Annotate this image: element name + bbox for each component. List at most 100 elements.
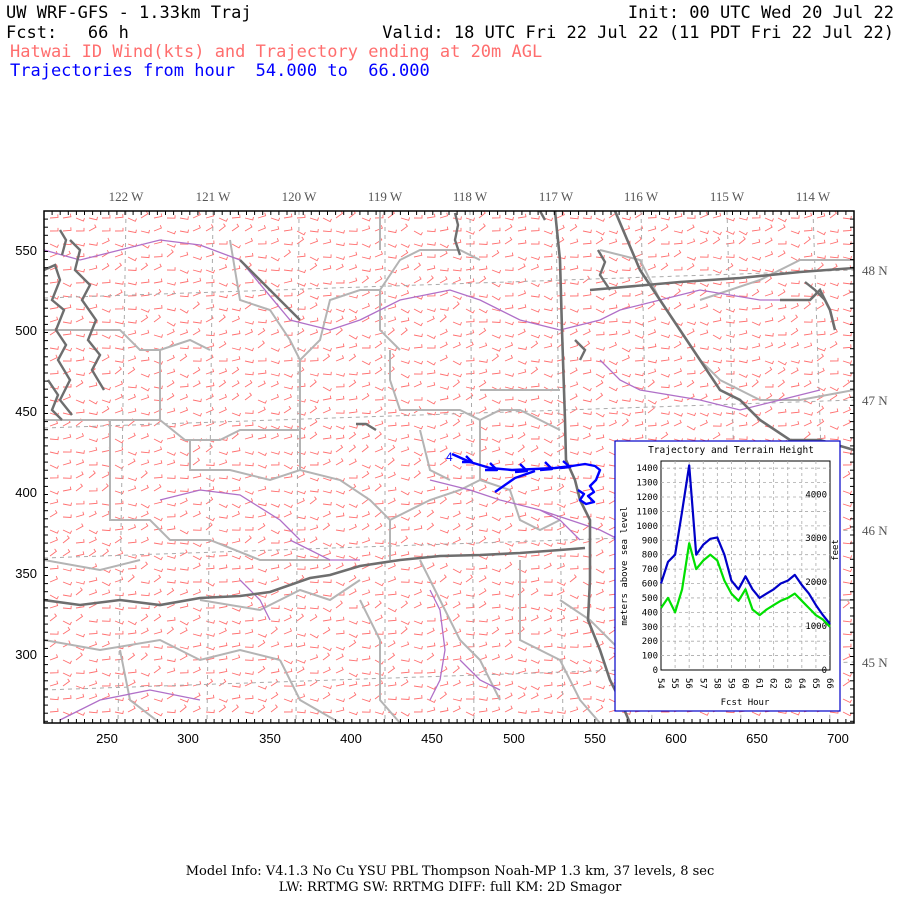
wind-barb bbox=[608, 360, 618, 366]
wind-barb bbox=[374, 386, 385, 391]
wind-barb bbox=[491, 334, 502, 339]
wind-barb bbox=[842, 540, 852, 545]
wind-barb bbox=[140, 329, 150, 336]
wind-barb bbox=[257, 240, 267, 245]
wind-barb bbox=[270, 668, 280, 674]
wind-barb bbox=[361, 523, 370, 531]
wind-barb bbox=[504, 281, 514, 285]
wind-barb bbox=[101, 433, 111, 440]
wind-barb bbox=[842, 490, 852, 495]
wind-barb bbox=[491, 568, 501, 573]
wind-barb bbox=[309, 488, 319, 493]
wind-barb bbox=[465, 278, 475, 284]
wind-barb bbox=[582, 357, 592, 362]
wind-barb bbox=[439, 542, 449, 546]
wind-barb bbox=[660, 345, 670, 350]
wind-barb bbox=[595, 373, 605, 379]
wind-barb bbox=[218, 358, 228, 362]
wind-barb bbox=[400, 462, 410, 467]
wind-barb bbox=[62, 502, 72, 507]
x-tick-label: 300 bbox=[177, 731, 199, 746]
wind-barb bbox=[205, 382, 215, 388]
wind-barb bbox=[179, 475, 189, 480]
wind-barb bbox=[179, 251, 189, 258]
wind-barb bbox=[764, 224, 773, 232]
wind-barb bbox=[491, 438, 501, 443]
wind-barb bbox=[140, 243, 150, 249]
wind-barb bbox=[218, 256, 228, 261]
wind-barb bbox=[400, 373, 410, 379]
wind-barb bbox=[140, 470, 148, 479]
wind-barb bbox=[426, 594, 437, 598]
wind-barb bbox=[231, 330, 241, 336]
wind-barb bbox=[582, 451, 592, 456]
wind-barb bbox=[517, 368, 527, 375]
wind-barb bbox=[842, 393, 851, 401]
wind-barb bbox=[491, 642, 501, 648]
wind-barb bbox=[322, 489, 332, 494]
wind-barb bbox=[439, 372, 449, 377]
wind-barb bbox=[75, 227, 85, 232]
wind-barb bbox=[595, 619, 605, 624]
wind-barb bbox=[270, 217, 281, 222]
wind-barb bbox=[257, 549, 266, 557]
wind-barb bbox=[413, 276, 422, 284]
wind-barb bbox=[192, 614, 201, 622]
wind-barb bbox=[205, 224, 214, 232]
wind-barb bbox=[192, 473, 202, 479]
wind-barb bbox=[751, 321, 761, 326]
wind-barb bbox=[452, 267, 462, 272]
wind-barb bbox=[842, 580, 852, 584]
wind-barb bbox=[140, 394, 150, 401]
wind-barb bbox=[842, 360, 852, 364]
wind-barb bbox=[699, 711, 710, 716]
wind-barb bbox=[673, 355, 683, 362]
wind-barb bbox=[738, 256, 748, 262]
wind-barb bbox=[218, 668, 228, 674]
wind-barb bbox=[166, 215, 176, 219]
wind-barb bbox=[439, 445, 448, 453]
wind-barb bbox=[335, 343, 345, 349]
wind-barb bbox=[140, 484, 149, 492]
wind-barb bbox=[153, 555, 163, 561]
wind-barb bbox=[335, 528, 345, 532]
trajectory-terrain-inset: Trajectory and Terrain Height 0100200300… bbox=[614, 440, 841, 712]
wind-barb bbox=[530, 708, 540, 713]
wind-barb bbox=[88, 693, 98, 700]
wind-barb bbox=[231, 356, 241, 362]
wind-barb bbox=[374, 225, 383, 232]
wind-barb bbox=[764, 392, 773, 401]
wind-barb bbox=[270, 503, 281, 508]
wind-barb bbox=[101, 405, 110, 414]
wind-barb bbox=[114, 697, 124, 702]
wind-barb bbox=[426, 425, 436, 429]
inset-grid bbox=[661, 461, 830, 670]
wind-barb bbox=[127, 306, 137, 310]
wind-barb bbox=[361, 303, 370, 310]
wind-barb bbox=[101, 672, 111, 677]
wind-barb bbox=[127, 451, 137, 456]
wind-barb bbox=[140, 510, 149, 518]
wind-barb bbox=[400, 412, 411, 417]
wind-barb bbox=[595, 347, 605, 351]
wind-barb bbox=[478, 368, 488, 375]
wind-barb bbox=[556, 541, 566, 545]
wind-barb bbox=[75, 306, 85, 311]
wind-barb bbox=[179, 241, 189, 245]
wind-barb bbox=[218, 627, 227, 635]
wind-barb bbox=[374, 420, 384, 427]
wind-barb bbox=[634, 421, 644, 427]
wind-barb bbox=[439, 615, 449, 622]
wind-barb bbox=[504, 396, 514, 401]
wind-barb bbox=[530, 669, 540, 674]
inset-ylabel-left: meters above sea level bbox=[620, 506, 630, 625]
wind-barb bbox=[426, 381, 436, 388]
wind-barb bbox=[49, 420, 59, 427]
wind-barb bbox=[595, 230, 605, 236]
wind-barb bbox=[283, 241, 293, 246]
wind-barb bbox=[88, 424, 98, 429]
wind-barb bbox=[699, 412, 709, 417]
wind-barb bbox=[647, 225, 657, 232]
wind-barb bbox=[400, 669, 410, 674]
